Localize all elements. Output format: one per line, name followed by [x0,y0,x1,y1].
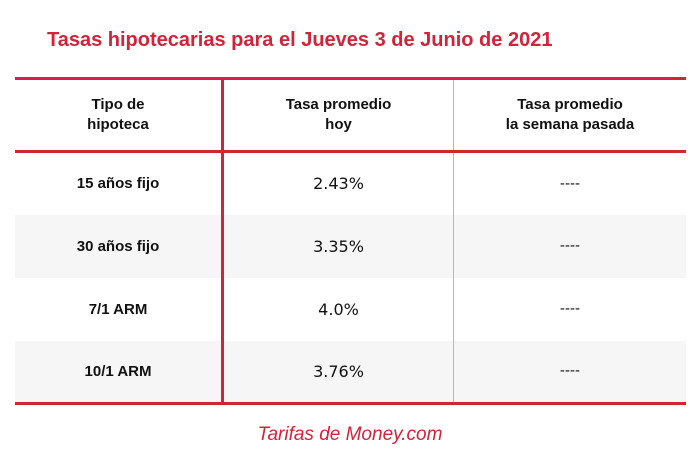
header-mortgage-type: Tipo de hipoteca [15,78,224,152]
mortgage-rates-table: Tipo de hipoteca Tasa promedio hoy Tasa … [15,77,686,405]
table-row: 15 años fijo 2.43% ---- [15,151,686,215]
header-line: Tasa promedio [517,96,623,113]
header-line: Tasa promedio [285,96,392,113]
header-line: hipoteca [87,116,149,133]
header-line: la semana pasada [505,116,635,133]
rate-last-week-cell: ---- [559,363,581,380]
table-header-row: Tipo de hipoteca Tasa promedio hoy Tasa … [15,78,687,152]
rate-today-cell: 3.35% [222,214,454,278]
rate-last-week-cell: ---- [559,301,581,317]
source-credit: Tarifas de Money.com [257,424,443,445]
mortgage-type-cell: 15 años fijo [15,151,224,215]
rate-last-week-cell: ---- [559,175,581,192]
header-line: hoy [325,116,352,133]
mortgage-type-cell: 10/1 ARM [15,340,224,404]
header-rate-last-week: Tasa promedio la semana pasada [454,79,687,152]
table-row: 7/1 ARM 4.0% ---- [15,277,686,341]
rate-today-cell: 3.76% [222,340,454,404]
header-rate-today: Tasa promedio hoy [222,78,454,152]
rate-today-cell: 2.43% [222,151,454,215]
rate-last-week-cell: ---- [559,238,581,254]
mortgage-type-cell: 7/1 ARM [15,277,224,341]
table-row: 10/1 ARM 3.76% ---- [15,340,686,404]
rate-today-cell: 4.0% [222,277,454,341]
table-row: 30 años fijo 3.35% ---- [15,214,686,278]
mortgage-type-cell: 30 años fijo [15,214,224,278]
page-title: Tasas hipotecarias para el Jueves 3 de J… [47,29,553,51]
header-line: Tipo de [91,96,145,113]
